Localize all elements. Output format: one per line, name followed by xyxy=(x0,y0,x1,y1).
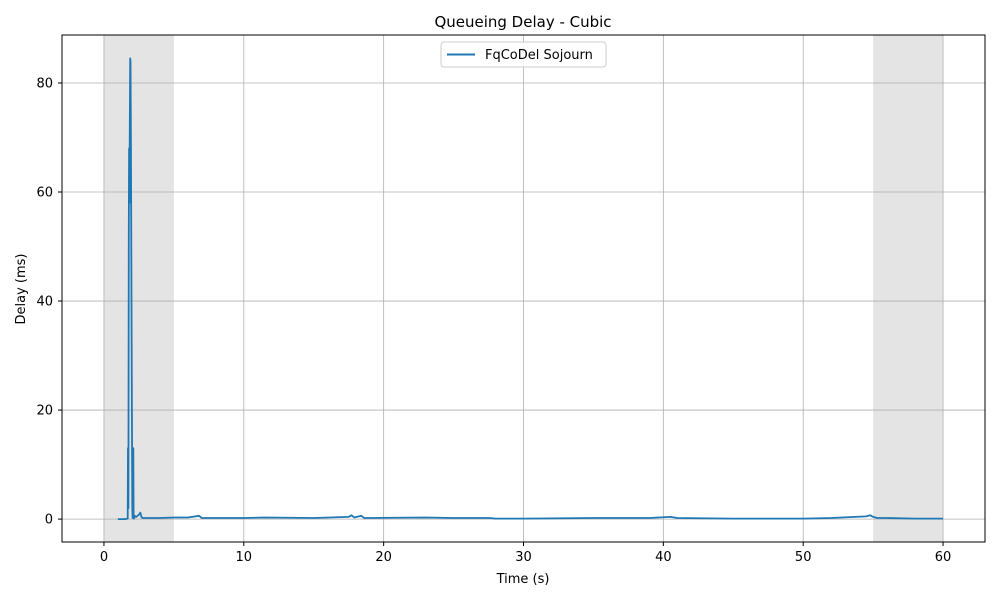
x-tick-label: 0 xyxy=(100,550,108,565)
legend-label: FqCoDel Sojourn xyxy=(485,48,593,63)
x-axis-title: Time (s) xyxy=(496,572,550,587)
y-axis-ticks: 0 20 40 60 80 xyxy=(36,76,62,528)
shaded-region-1 xyxy=(873,35,944,542)
shaded-region-0 xyxy=(103,35,174,542)
x-tick-label: 30 xyxy=(515,550,532,565)
legend: FqCoDel Sojourn xyxy=(440,41,607,68)
series-line-0 xyxy=(117,57,943,520)
x-tick-label: 20 xyxy=(375,550,392,565)
chart-title: Queueing Delay - Cubic xyxy=(434,13,611,31)
series-layer xyxy=(117,57,943,520)
x-tick-label: 60 xyxy=(935,550,952,565)
y-tick-label: 60 xyxy=(36,186,53,201)
legend-box xyxy=(440,41,607,68)
x-tick-label: 40 xyxy=(655,550,672,565)
y-tick-label: 80 xyxy=(36,76,53,91)
shaded-regions xyxy=(103,35,944,542)
x-axis-ticks: 0 10 20 30 40 50 60 xyxy=(100,542,952,565)
x-tick-label: 10 xyxy=(236,550,253,565)
y-tick-label: 0 xyxy=(45,513,53,528)
x-tick-label: 50 xyxy=(795,550,812,565)
y-tick-label: 20 xyxy=(36,404,53,419)
y-axis-title: Delay (ms) xyxy=(14,254,29,325)
y-tick-label: 40 xyxy=(36,295,53,310)
